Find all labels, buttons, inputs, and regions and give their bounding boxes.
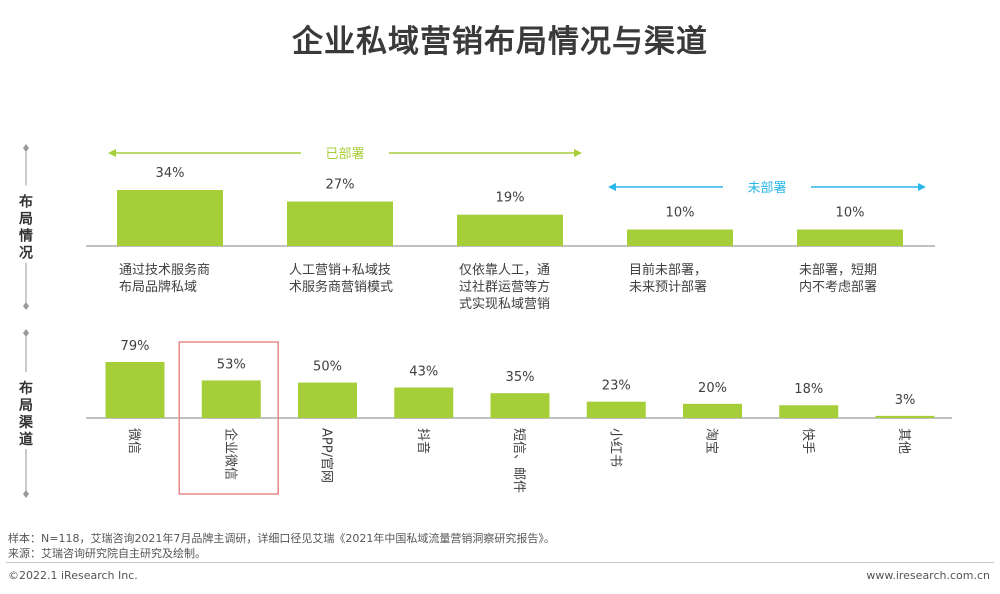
deployed-group-arrowhead-left (108, 149, 116, 157)
channel-value-label: 35% (506, 370, 535, 385)
top-category-label: 内不考虑部署 (799, 279, 877, 295)
top-category-label: 目前未部署， (629, 262, 707, 278)
top-bar (117, 190, 223, 246)
top-bar (457, 214, 563, 246)
source-note: 来源：艾瑞咨询研究院自主研究及绘制。 (8, 547, 206, 560)
layout-status-label-diamond-top (23, 144, 29, 152)
chart-canvas: 布局情况34%通过技术服务商布局品牌私域27%人工营销+私域技术服务商营销模式1… (18, 144, 952, 498)
footer-divider (6, 562, 994, 563)
top-value-label: 19% (496, 191, 525, 206)
channel-label-char: 局 (19, 398, 33, 414)
channel-category-label: 小红书 (607, 428, 623, 467)
channel-value-label: 3% (895, 393, 916, 408)
top-category-label: 人工营销+私域技 (289, 263, 391, 278)
sample-note: 样本：N=118，艾瑞咨询2021年7月品牌主调研，详细口径见艾瑞《2021年中… (8, 532, 555, 545)
deployed-group-arrowhead-right (574, 149, 582, 157)
channel-bar (779, 405, 839, 418)
layout-status-label-char: 情 (19, 228, 33, 245)
top-category-label: 布局品牌私域 (119, 279, 197, 295)
top-category-label: 式实现私域营销 (459, 297, 550, 312)
top-category-label: 通过技术服务商 (119, 262, 210, 278)
layout-status-label-char: 局 (19, 212, 33, 228)
top-bar (627, 229, 733, 246)
top-category-label: 仅依靠人工，通 (459, 263, 550, 278)
top-category-label: 过社群运营等方 (459, 279, 550, 295)
channel-value-label: 79% (121, 339, 150, 354)
channel-bar (298, 382, 357, 418)
copyright: ©2022.1 iResearch Inc. (8, 569, 138, 582)
channel-bar (394, 387, 454, 418)
notes: 样本：N=118，艾瑞咨询2021年7月品牌主调研，详细口径见艾瑞《2021年中… (8, 531, 555, 561)
channel-category-label: APP/官网 (319, 428, 335, 483)
layout-status-label-char: 布 (19, 194, 33, 211)
page-title: 企业私域营销布局情况与渠道 (292, 24, 708, 60)
channel-bar (201, 380, 261, 418)
top-value-label: 27% (326, 178, 355, 193)
channel-bar (490, 393, 550, 418)
channel-category-label: 短信、邮件 (511, 428, 526, 493)
layout-status-label-diamond-bottom (23, 302, 29, 310)
channel-label-diamond-top (23, 329, 29, 337)
channel-category-label: 抖音 (415, 428, 431, 454)
channel-value-label: 53% (217, 357, 246, 372)
undeployed-group-arrowhead-right (918, 183, 926, 191)
top-value-label: 10% (836, 206, 865, 221)
channel-label-char: 道 (19, 431, 33, 448)
top-category-label: 未来预计部署 (629, 280, 707, 295)
channel-category-label: 其他 (896, 428, 911, 454)
top-category-label: 术服务商营销模式 (289, 279, 393, 295)
channel-label-diamond-bottom (23, 490, 29, 498)
top-value-label: 34% (156, 166, 185, 181)
deployed-group-label: 已部署 (325, 147, 364, 162)
channel-bar (105, 362, 165, 418)
undeployed-group-arrowhead-left (608, 183, 616, 191)
channel-category-label: 快手 (800, 428, 815, 454)
top-bar (287, 201, 393, 246)
channel-value-label: 50% (313, 360, 342, 375)
highlight-box (178, 341, 279, 495)
website-url: www.iresearch.com.cn (866, 569, 990, 582)
channel-bar (586, 401, 646, 418)
top-value-label: 10% (666, 206, 695, 221)
layout-status-label-char: 况 (19, 246, 33, 262)
channel-category-label: 企业微信 (222, 428, 238, 480)
channel-value-label: 20% (698, 381, 727, 396)
channel-label-char: 布 (19, 380, 33, 397)
channel-category-label: 微信 (126, 428, 141, 454)
top-bar (797, 229, 903, 246)
channel-value-label: 18% (794, 382, 823, 397)
channel-category-label: 淘宝 (704, 428, 719, 454)
top-category-label: 未部署，短期 (799, 263, 877, 278)
channel-value-label: 23% (602, 379, 631, 394)
undeployed-group-label: 未部署 (747, 181, 786, 196)
channel-label-char: 渠 (18, 414, 34, 431)
channel-bar (875, 415, 935, 418)
channel-value-label: 43% (409, 365, 438, 380)
channel-bar (683, 403, 742, 418)
